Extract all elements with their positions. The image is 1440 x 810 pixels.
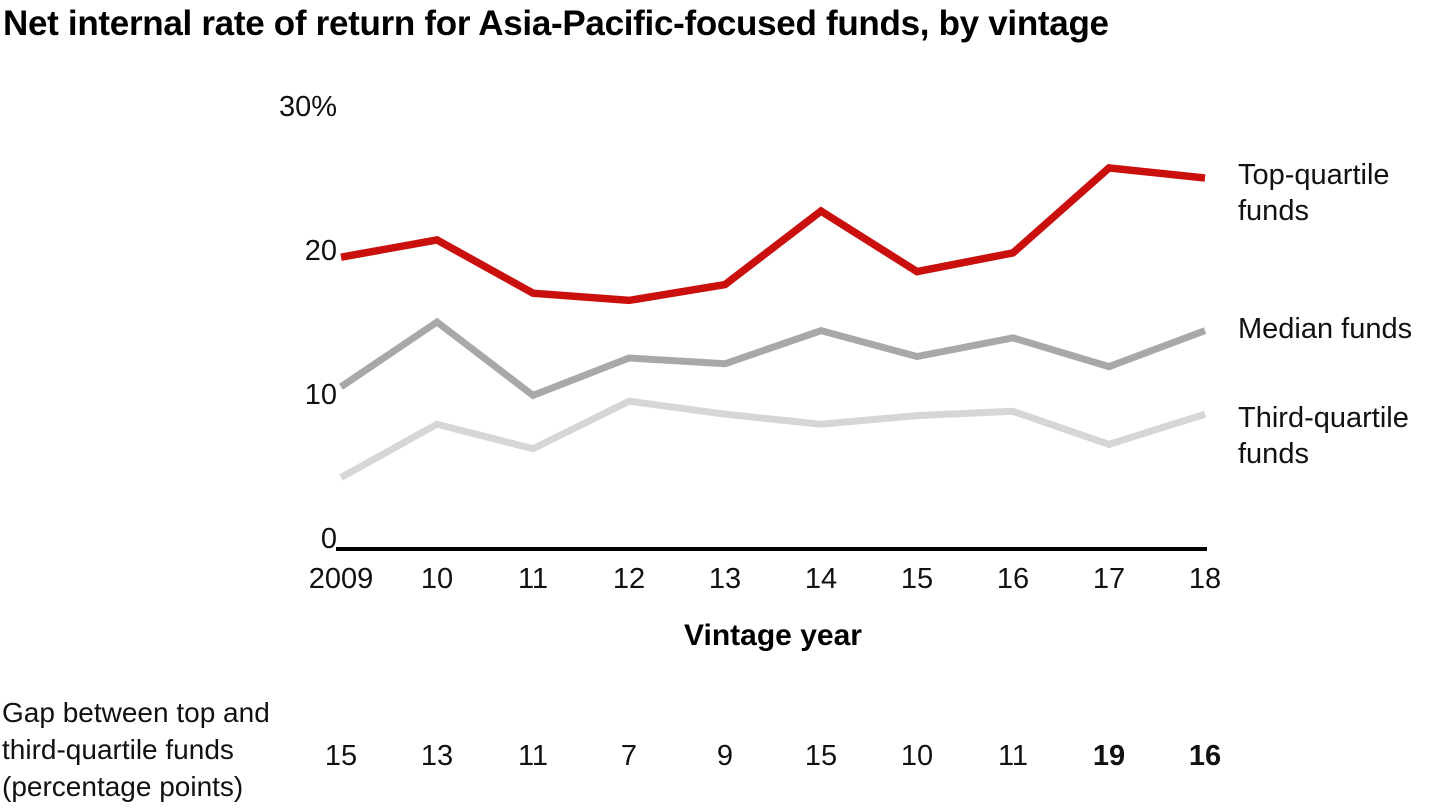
top-quartile-line — [340, 164, 1206, 305]
gap-value-highlighted: 16 — [1189, 740, 1221, 772]
x-tick-label: 16 — [997, 563, 1029, 595]
chart-title: Net internal rate of return for Asia-Pac… — [3, 4, 1109, 43]
x-tick-label: 11 — [518, 563, 548, 595]
gap-value: 11 — [998, 740, 1028, 772]
gap-value-highlighted: 19 — [1093, 740, 1125, 772]
gap-value: 7 — [621, 740, 637, 772]
legend-top-quartile-funds: Top-quartile funds — [1238, 159, 1390, 227]
third-quartile-line — [339, 397, 1207, 481]
y-tick-label: 10 — [305, 379, 337, 411]
median-line — [339, 317, 1207, 400]
gap-value: 11 — [518, 740, 548, 772]
x-tick-label: 2009 — [309, 563, 374, 595]
gap-value: 15 — [325, 740, 357, 772]
x-tick-label: 13 — [709, 563, 741, 595]
x-tick-label: 17 — [1093, 563, 1125, 595]
gap-row-label-line-3: (percentage points) — [2, 771, 244, 802]
x-axis-tick-labels: 2009 10 11 12 13 14 15 16 17 18 — [309, 563, 1221, 595]
y-tick-label: 20 — [305, 235, 337, 267]
legend-median-funds: Median funds — [1238, 313, 1413, 345]
x-tick-label: 12 — [613, 563, 645, 595]
gap-value: 13 — [421, 740, 453, 772]
gap-row-label: Gap between top and third-quartile funds… — [2, 694, 342, 805]
gap-row-label-line-1: Gap between top and — [2, 697, 270, 728]
x-tick-label: 10 — [421, 563, 453, 595]
series-lines — [339, 164, 1207, 481]
x-tick-label: 15 — [901, 563, 933, 595]
y-axis-tick-labels: 0 10 20 30% — [279, 91, 337, 555]
x-tick-label: 18 — [1189, 563, 1221, 595]
legend-third-quartile-funds: Third-quartile funds — [1238, 402, 1409, 470]
gap-value: 10 — [901, 740, 933, 772]
y-tick-label: 30% — [279, 91, 337, 123]
gap-values-row: 15 13 11 7 9 15 10 11 19 16 — [325, 740, 1221, 772]
gap-row-label-line-2: third-quartile funds — [2, 734, 234, 765]
gap-value: 9 — [717, 740, 733, 772]
gap-value: 15 — [805, 740, 837, 772]
x-axis-title: Vintage year — [684, 619, 862, 652]
x-tick-label: 14 — [805, 563, 837, 595]
y-tick-label: 0 — [321, 523, 337, 555]
